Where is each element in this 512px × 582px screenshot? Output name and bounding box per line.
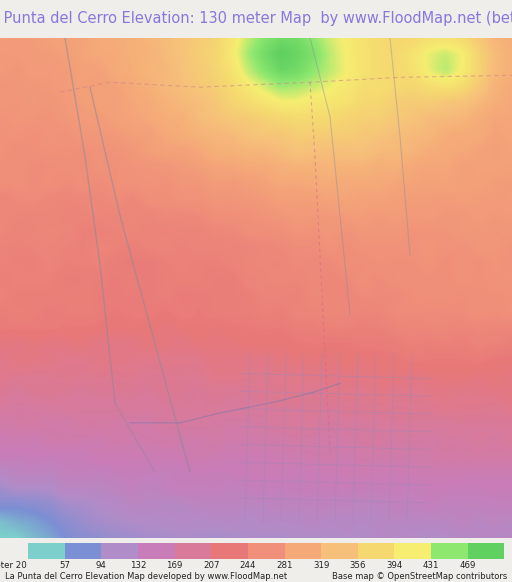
Text: 281: 281 bbox=[276, 561, 293, 570]
Bar bbox=[467, 542, 504, 559]
Bar bbox=[211, 542, 248, 559]
Bar bbox=[65, 542, 101, 559]
Text: 207: 207 bbox=[203, 561, 220, 570]
Bar bbox=[175, 542, 211, 559]
Text: Base map © OpenStreetMap contributors: Base map © OpenStreetMap contributors bbox=[332, 572, 507, 581]
Text: La Punta del Cerro Elevation Map developed by www.FloodMap.net: La Punta del Cerro Elevation Map develop… bbox=[5, 572, 287, 581]
Text: 244: 244 bbox=[240, 561, 256, 570]
Bar bbox=[431, 542, 467, 559]
Bar bbox=[248, 542, 285, 559]
Text: 431: 431 bbox=[423, 561, 439, 570]
Text: 132: 132 bbox=[130, 561, 146, 570]
Text: 394: 394 bbox=[386, 561, 402, 570]
Bar bbox=[138, 542, 175, 559]
Bar bbox=[394, 542, 431, 559]
Bar bbox=[285, 542, 321, 559]
Text: meter 20: meter 20 bbox=[0, 561, 27, 570]
Bar bbox=[358, 542, 394, 559]
Text: 469: 469 bbox=[459, 561, 476, 570]
Bar bbox=[101, 542, 138, 559]
Text: La Punta del Cerro Elevation: 130 meter Map  by www.FloodMap.net (beta): La Punta del Cerro Elevation: 130 meter … bbox=[0, 12, 512, 26]
Text: 94: 94 bbox=[96, 561, 107, 570]
Bar bbox=[321, 542, 358, 559]
Text: 319: 319 bbox=[313, 561, 329, 570]
Text: 356: 356 bbox=[350, 561, 366, 570]
Text: 57: 57 bbox=[59, 561, 70, 570]
Text: 169: 169 bbox=[166, 561, 183, 570]
Bar bbox=[28, 542, 65, 559]
